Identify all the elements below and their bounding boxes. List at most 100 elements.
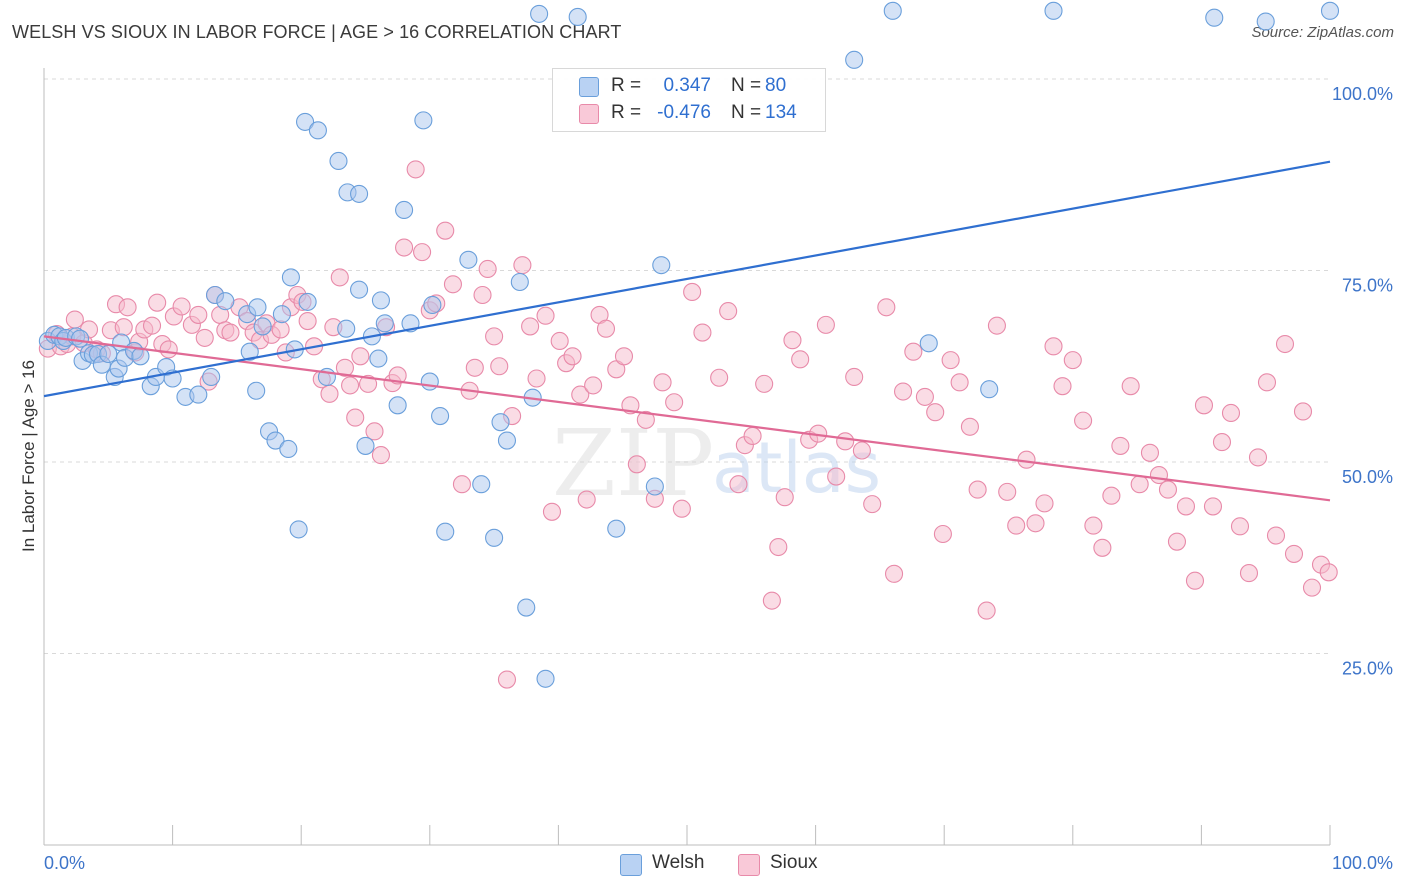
sioux-point <box>550 331 569 351</box>
bottom-sioux-label: Sioux <box>770 852 818 873</box>
sioux-point <box>542 502 562 521</box>
sioux-point <box>683 282 702 301</box>
sioux-point <box>189 305 208 324</box>
sioux-point <box>710 368 729 387</box>
sioux-point <box>1121 377 1140 396</box>
sioux-point <box>346 408 365 427</box>
y-tick-label: 50.0% <box>1342 467 1393 487</box>
sioux-point <box>142 316 162 335</box>
sioux-point <box>653 373 672 392</box>
sioux-point <box>473 285 492 305</box>
sioux-point <box>330 268 349 287</box>
sioux-point <box>1140 443 1160 462</box>
welsh-point <box>472 475 491 494</box>
sioux-point <box>1093 538 1112 557</box>
sioux-point <box>783 331 802 350</box>
sioux-point <box>1063 351 1082 370</box>
welsh-point <box>1044 1 1063 20</box>
sioux-point <box>341 376 360 395</box>
welsh-point <box>308 121 327 140</box>
sioux-point <box>884 564 904 583</box>
y-tick-label: 75.0% <box>1342 276 1393 296</box>
sioux-point <box>1102 486 1121 505</box>
welsh-point <box>510 272 529 292</box>
sioux-point <box>769 537 788 557</box>
sioux-point <box>665 393 684 412</box>
sioux-point <box>1212 433 1232 452</box>
sioux-point <box>1044 337 1063 356</box>
sioux-point <box>443 275 462 294</box>
sioux-point <box>933 524 952 544</box>
welsh-point <box>436 522 455 541</box>
sioux-point <box>762 591 781 610</box>
sioux-point <box>775 488 794 507</box>
sioux-point <box>1319 563 1338 582</box>
sioux-point <box>827 467 846 486</box>
sioux-point <box>413 243 432 262</box>
welsh-point <box>1205 8 1224 27</box>
sioux-point <box>221 323 240 342</box>
welsh-point <box>253 317 272 336</box>
welsh-point <box>491 413 510 432</box>
welsh-point <box>356 436 375 455</box>
sioux-point <box>365 422 384 441</box>
welsh-points <box>38 1 1340 688</box>
sioux-point <box>371 446 390 465</box>
welsh-point <box>420 372 439 391</box>
welsh-point <box>375 314 394 333</box>
sioux-point <box>436 221 455 240</box>
sioux-point <box>388 366 407 385</box>
welsh-point <box>296 112 315 131</box>
sioux-point <box>1266 526 1286 545</box>
y-tick-label: 25.0% <box>1342 659 1393 679</box>
stats-legend: R = 0.347 N = 80 R = -0.476 N = 134 <box>552 68 826 132</box>
sioux-point <box>987 316 1006 335</box>
sioux-point <box>960 417 979 436</box>
sioux-point <box>118 298 137 317</box>
sioux-point <box>1185 571 1205 590</box>
welsh-point <box>337 319 356 338</box>
sioux-point <box>627 455 646 474</box>
sioux-point <box>395 238 414 257</box>
welsh-swatch <box>579 77 599 97</box>
bottom-welsh-label: Welsh <box>652 852 705 873</box>
watermark: ZIP atlas <box>552 410 881 517</box>
sioux-point <box>1239 564 1259 583</box>
sioux-point <box>1248 448 1268 467</box>
welsh-point <box>497 431 517 450</box>
sioux-point <box>1053 377 1072 396</box>
sioux-point <box>1302 578 1322 597</box>
sioux-r-value: -0.476 <box>657 102 711 123</box>
sioux-point <box>465 358 484 377</box>
chart-title: WELSH VS SIOUX IN LABOR FORCE | AGE > 16… <box>12 22 622 42</box>
sioux-point <box>65 310 84 329</box>
sioux-point <box>791 350 810 369</box>
sioux-point <box>836 432 855 451</box>
sioux-point <box>485 327 504 346</box>
sioux-point <box>1026 514 1045 533</box>
sioux-point <box>1284 544 1304 563</box>
y-tick-label: 100.0% <box>1332 84 1393 104</box>
sioux-point <box>816 315 835 334</box>
sioux-trend-line <box>43 335 1331 502</box>
sioux-point <box>941 351 960 370</box>
sioux-point <box>351 347 370 366</box>
welsh-point <box>388 396 407 415</box>
sioux-point <box>563 347 582 366</box>
welsh-r-label: R = <box>611 75 642 96</box>
sioux-point <box>1257 373 1277 392</box>
sioux-point <box>636 410 655 429</box>
sioux-point <box>743 426 762 446</box>
welsh-point <box>298 292 317 311</box>
welsh-point <box>247 381 266 400</box>
sioux-point <box>320 384 339 403</box>
sioux-point <box>1111 436 1130 455</box>
sioux-point <box>571 385 590 404</box>
sioux-point <box>1221 403 1241 423</box>
sioux-point <box>1149 465 1169 485</box>
welsh-point <box>350 184 369 203</box>
welsh-point <box>350 280 369 299</box>
welsh-point <box>919 334 938 353</box>
sioux-point <box>845 367 864 387</box>
sioux-point <box>950 373 969 392</box>
